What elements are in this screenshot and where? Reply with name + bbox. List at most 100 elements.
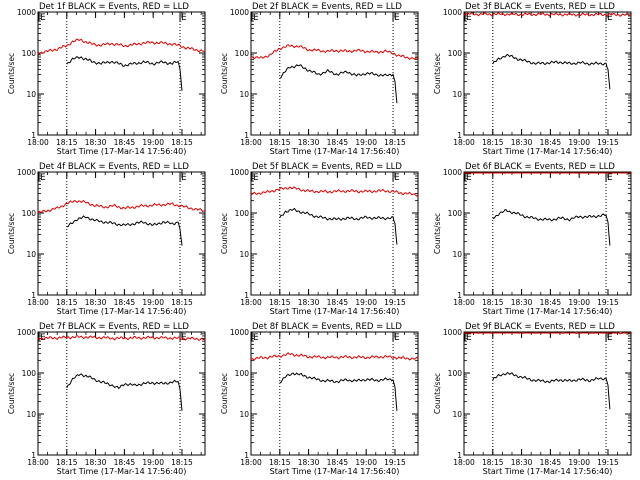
x-tick-label: 19:15 <box>597 138 619 147</box>
x-tick-label: 18:15 <box>56 298 78 307</box>
x-tick-label: 18:15 <box>384 138 406 147</box>
panel-6: Det 6f BLACK = Events, RED = LLD 1 10 100 10… <box>433 162 632 316</box>
plot-frame <box>250 331 419 456</box>
series-events-line <box>492 53 611 90</box>
y-tick-label: 1 <box>457 291 462 300</box>
y-tick-label: 1 <box>244 451 249 460</box>
y-tick-label: 10 <box>26 90 36 99</box>
x-axis-label: Start Time (17-Mar-14 17:56:40) <box>270 307 400 316</box>
panel-9: Det 9f BLACK = Events, RED = LLD 1 10 100 10… <box>433 322 632 476</box>
flag-label: E <box>40 173 46 183</box>
y-tick-label: 1000 <box>230 328 249 337</box>
x-tick-label: 18:45 <box>540 458 562 467</box>
y-tick-label: 10 <box>26 410 36 419</box>
x-tick-label: 18:45 <box>327 298 349 307</box>
y-tick-label: 100 <box>448 209 463 218</box>
y-tick-label: 100 <box>448 49 463 58</box>
x-tick-label: 18:00 <box>27 298 49 307</box>
x-tick-label: 18:30 <box>511 298 533 307</box>
panel-1: Det 1f BLACK = Events, RED = LLD 1 10 100 10… <box>7 2 206 156</box>
flag-label: E <box>607 13 613 23</box>
y-tick-label: 100 <box>235 369 250 378</box>
plot-frame <box>463 11 632 136</box>
y-tick-label: 10 <box>452 90 462 99</box>
x-tick-label: 19:15 <box>597 458 619 467</box>
y-tick-label: 100 <box>22 49 37 58</box>
x-tick-label: 19:00 <box>142 298 164 307</box>
panel-3: Det 3f BLACK = Events, RED = LLD 1 10 100 10… <box>433 2 632 156</box>
plot-frame <box>250 171 419 296</box>
y-axis-label: Counts/sec <box>220 53 229 94</box>
x-tick-label: 18:45 <box>540 138 562 147</box>
flag-label: E <box>253 333 259 343</box>
flag-label: E <box>253 13 259 23</box>
flag-label: E <box>253 173 259 183</box>
y-tick-label: 1 <box>457 131 462 140</box>
panel-title: Det 8f BLACK = Events, RED = LLD <box>252 322 402 332</box>
x-tick-label: 18:15 <box>56 138 78 147</box>
x-tick-label: 18:15 <box>482 298 504 307</box>
y-axis-label: Counts/sec <box>220 373 229 414</box>
y-axis-label: Counts/sec <box>7 373 16 414</box>
x-tick-label: 18:15 <box>171 138 193 147</box>
x-tick-label: 19:00 <box>355 138 377 147</box>
y-tick-label: 100 <box>22 209 37 218</box>
series-events-line <box>492 371 611 410</box>
y-tick-label: 1 <box>31 131 36 140</box>
x-tick-label: 19:15 <box>384 458 406 467</box>
series-lld-line <box>37 199 206 214</box>
series-lld-line <box>250 352 419 361</box>
flag-label: E <box>181 333 187 343</box>
x-tick-label: 18:15 <box>269 138 291 147</box>
x-axis-label: Start Time (17-Mar-14 17:56:40) <box>57 307 187 316</box>
x-tick-label: 19:00 <box>568 458 590 467</box>
flag-label: E <box>40 13 46 23</box>
x-tick-label: 18:00 <box>240 458 262 467</box>
plot-frame <box>37 331 206 456</box>
panel-8: Det 8f BLACK = Events, RED = LLD 1 10 100 10… <box>220 322 419 476</box>
x-tick-label: 19:00 <box>355 458 377 467</box>
y-tick-label: 100 <box>448 369 463 378</box>
x-axis-label: Start Time (17-Mar-14 17:56:40) <box>483 467 613 476</box>
flag-label: E <box>40 333 46 343</box>
flag-label: E <box>394 333 400 343</box>
x-tick-label: 18:30 <box>511 458 533 467</box>
series-lld-line <box>463 12 632 17</box>
panel-title: Det 6f BLACK = Events, RED = LLD <box>465 162 615 172</box>
y-tick-label: 10 <box>26 250 36 259</box>
x-tick-label: 18:00 <box>27 138 49 147</box>
panel-2: Det 2f BLACK = Events, RED = LLD 1 10 100 10… <box>220 2 419 156</box>
x-tick-label: 18:30 <box>85 458 107 467</box>
x-tick-label: 18:30 <box>85 138 107 147</box>
x-tick-label: 18:45 <box>327 458 349 467</box>
x-tick-label: 18:30 <box>298 298 320 307</box>
y-axis-label: Counts/sec <box>433 373 442 414</box>
x-tick-label: 18:45 <box>114 458 136 467</box>
x-tick-label: 18:15 <box>269 298 291 307</box>
x-tick-label: 18:00 <box>453 298 475 307</box>
flag-label: E <box>394 173 400 183</box>
panel-title: Det 3f BLACK = Events, RED = LLD <box>465 2 615 12</box>
y-tick-label: 10 <box>239 250 249 259</box>
panel-title: Det 1f BLACK = Events, RED = LLD <box>39 2 189 12</box>
x-tick-label: 19:00 <box>355 298 377 307</box>
series-events-line <box>279 372 398 411</box>
x-tick-label: 18:00 <box>453 458 475 467</box>
y-tick-label: 100 <box>22 369 37 378</box>
flag-label: E <box>607 173 613 183</box>
y-tick-label: 1 <box>31 291 36 300</box>
x-tick-label: 19:00 <box>142 138 164 147</box>
x-tick-label: 19:15 <box>597 298 619 307</box>
series-events-line <box>492 209 611 246</box>
panel-5: Det 5f BLACK = Events, RED = LLD 1 10 100 10… <box>220 162 419 316</box>
y-tick-label: 1 <box>244 131 249 140</box>
x-tick-label: 18:00 <box>240 138 262 147</box>
series-lld-line <box>37 335 206 342</box>
x-tick-label: 18:15 <box>269 458 291 467</box>
series-lld-line <box>250 44 419 61</box>
series-lld-line <box>463 332 632 335</box>
series-lld-line <box>250 186 419 197</box>
series-events-line <box>66 373 183 411</box>
panel-title: Det 2f BLACK = Events, RED = LLD <box>252 2 402 12</box>
x-tick-label: 18:30 <box>85 298 107 307</box>
